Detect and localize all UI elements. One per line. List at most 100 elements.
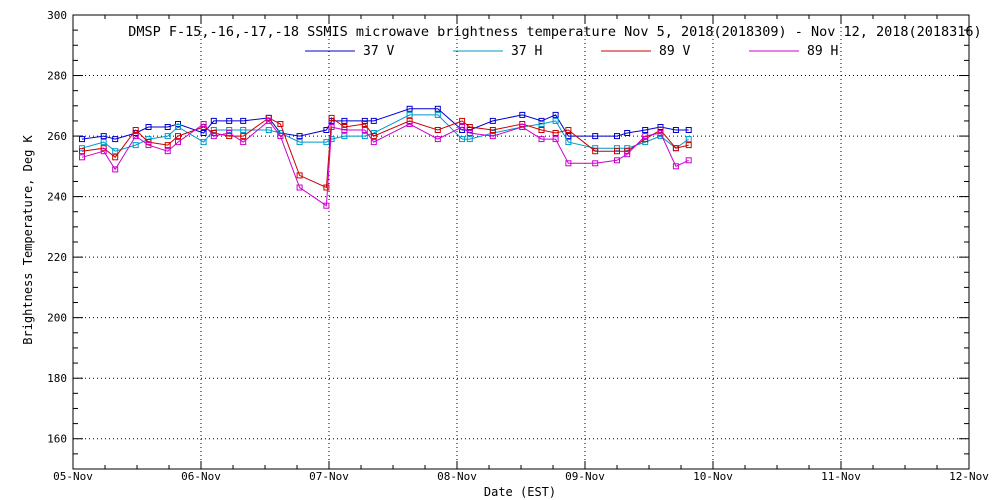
data-point [341,117,348,124]
data-point [277,133,284,140]
data-point [565,139,572,146]
x-tick-label: 07-Nov [309,470,349,483]
data-point [323,202,330,209]
data-point [226,117,233,124]
data-point [614,157,620,164]
data-point [175,139,181,146]
data-point [240,127,247,133]
data-point [210,133,217,140]
series-line [81,120,689,207]
data-point [592,148,599,155]
data-point [685,136,692,143]
y-axis-label: Brightness Temperature, Deg K [21,134,35,344]
data-point [79,148,85,155]
y-tick-label: 180 [47,372,67,385]
data-point [341,133,348,140]
data-point [296,139,303,146]
legend-label: 37 H [511,44,542,59]
y-tick-label: 220 [47,251,67,264]
axes: 05-Nov 06-Nov 07-Nov 08-Nov 09-Nov 10-Nov 11-N… [47,9,989,483]
data-point [370,117,377,124]
data-point [434,136,441,143]
data-point [459,124,466,130]
data-point [79,136,85,143]
data-point [552,111,559,118]
data-point [672,127,679,133]
data-point [164,142,171,149]
data-point [565,127,572,133]
data-point [489,133,496,140]
legend-label: 89 H [807,44,838,59]
x-tick-label: 11-Nov [821,470,861,483]
x-tick-label: 10-Nov [693,470,733,483]
data-point [240,133,247,140]
data-point [296,172,303,179]
data-point [145,142,152,149]
x-tick-label: 12-Nov [949,470,989,483]
data-point [552,117,559,124]
data-point [624,130,631,136]
x-tick-label: 09-Nov [565,470,605,483]
data-point [145,124,152,130]
chart-title: DMSP F-15,-16,-17,-18 SSMIS microwave br… [128,24,981,40]
legend: 37 V 37 H 89 V 89 H [305,44,838,59]
data-point [592,133,599,140]
data-point [240,139,247,146]
data-point [200,130,207,136]
y-tick-label: 200 [47,312,67,325]
data-point [434,127,441,133]
data-point [100,133,107,140]
data-point [538,136,545,143]
y-tick-label: 160 [47,433,67,446]
data-point [592,160,599,167]
data-point [642,127,649,133]
data-point [685,142,692,149]
data-point [341,127,348,133]
y-tick-label: 300 [47,9,67,22]
data-point [226,130,233,136]
data-point [240,117,247,124]
x-tick-label: 06-Nov [181,470,221,483]
data-point [519,124,526,130]
data-point [538,121,545,127]
data-point [434,105,441,112]
data-point [406,121,413,127]
data-point [132,142,139,149]
y-tick-label: 280 [47,70,67,83]
data-point [100,148,107,155]
data-point [164,148,171,155]
data-point [164,133,171,140]
data-point [642,133,649,140]
series-line [81,114,689,152]
data-point [565,133,572,140]
series-89-h [79,117,692,209]
data-point [112,154,119,161]
data-point [434,111,441,118]
data-point [361,121,368,127]
data-point [406,105,413,112]
data-point [685,127,692,133]
data-point [265,117,272,124]
data-point [100,139,107,146]
data-point [175,133,181,140]
data-point [361,127,368,133]
data-point [370,133,377,140]
data-point [200,139,207,146]
data-point [361,133,368,140]
data-point [519,111,526,118]
data-point [459,117,466,124]
data-point [175,124,181,130]
data-point [328,136,335,143]
data-point [164,124,171,130]
data-point [132,133,139,140]
legend-label: 37 V [363,44,394,59]
data-point [489,117,496,124]
data-point [200,121,207,127]
data-point [672,145,679,152]
data-point [552,130,559,136]
series-line [81,116,689,189]
series-89-v [79,114,692,191]
data-point [112,148,119,155]
data-point [296,133,303,140]
